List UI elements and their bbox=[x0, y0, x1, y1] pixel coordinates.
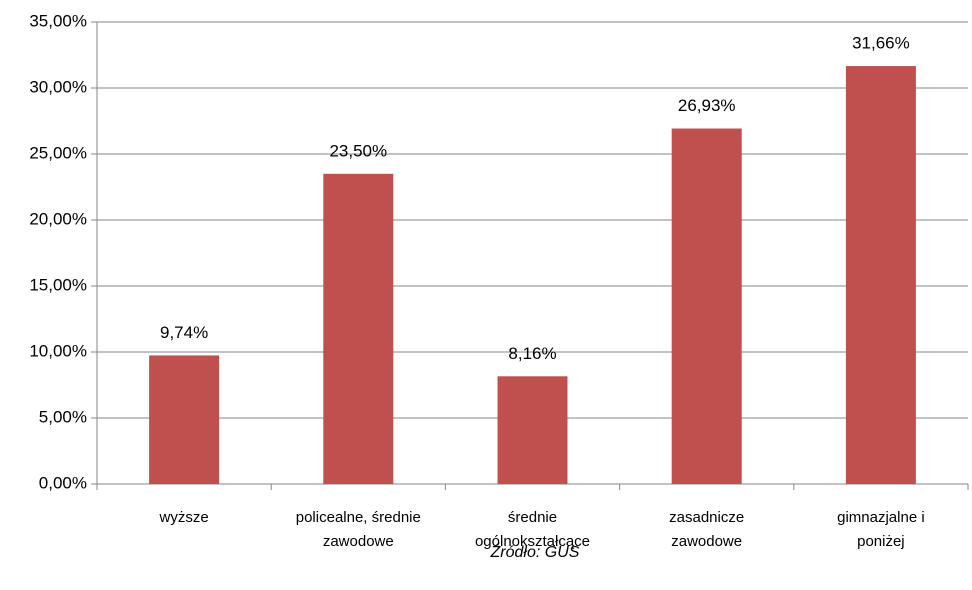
y-tick-label: 25,00% bbox=[29, 143, 87, 162]
bar bbox=[671, 128, 742, 485]
value-label: 31,66% bbox=[852, 34, 910, 53]
y-tick-label: 35,00% bbox=[29, 11, 87, 30]
y-tick-label: 10,00% bbox=[29, 341, 87, 360]
source-note: Źródło: GUS bbox=[490, 544, 580, 561]
bar bbox=[149, 355, 220, 484]
x-tick-label: średnie ogólnokształcące bbox=[474, 509, 591, 550]
y-tick-label: 30,00% bbox=[29, 77, 87, 96]
value-label: 8,16% bbox=[508, 344, 556, 363]
y-tick-label: 5,00% bbox=[39, 407, 87, 426]
x-tick-label: policealne, średnie zawodowe bbox=[295, 509, 421, 550]
value-label: 9,74% bbox=[160, 323, 208, 342]
x-tick-label: wyższe bbox=[159, 509, 209, 526]
bar bbox=[845, 66, 916, 484]
x-tick-label: gimnazjalne i poniżej bbox=[837, 509, 925, 550]
x-tick-label: zasadnicze zawodowe bbox=[669, 509, 745, 550]
y-tick-label: 20,00% bbox=[29, 209, 87, 228]
bar bbox=[323, 173, 394, 485]
value-label: 26,93% bbox=[678, 96, 736, 115]
bar bbox=[497, 376, 568, 484]
y-tick-label: 15,00% bbox=[29, 275, 87, 294]
y-tick-label: 0,00% bbox=[39, 473, 87, 492]
value-label: 23,50% bbox=[329, 141, 387, 160]
